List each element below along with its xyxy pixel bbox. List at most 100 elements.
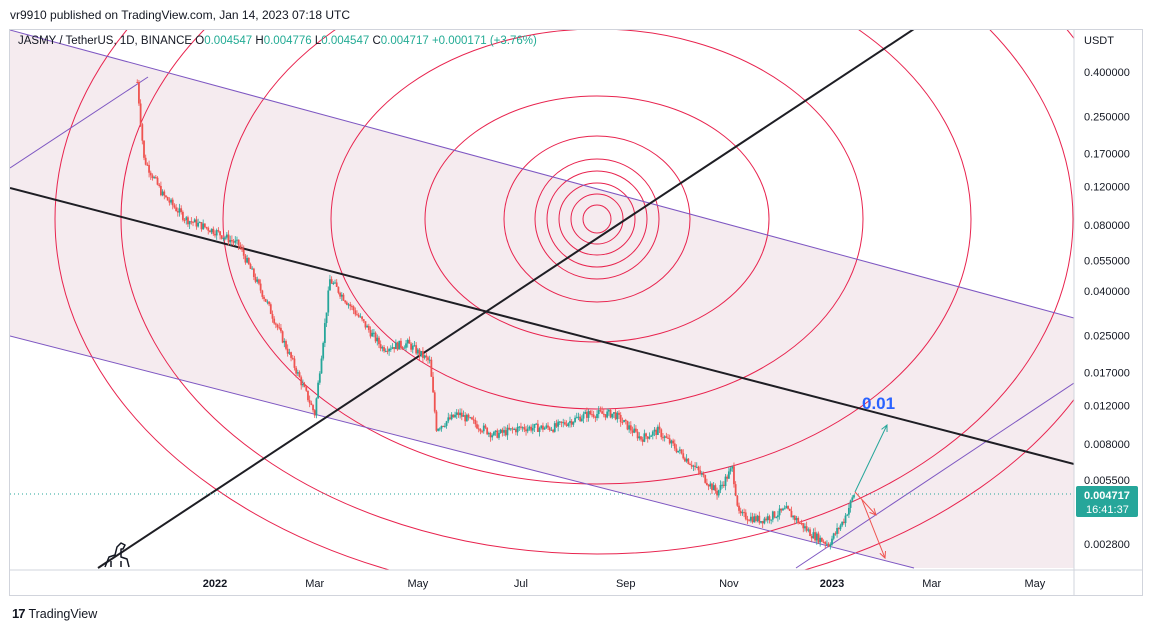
candle-body — [550, 429, 553, 431]
candle-body — [190, 221, 193, 223]
candle-body — [367, 325, 370, 331]
candle-body — [318, 373, 321, 383]
candle-body — [643, 433, 646, 442]
candle-body — [795, 518, 798, 521]
candle-body — [171, 199, 174, 206]
candle-body — [714, 485, 717, 491]
candle-body — [423, 355, 426, 358]
candle-body — [798, 523, 801, 525]
candle-body — [254, 276, 257, 282]
candle-body — [334, 282, 336, 284]
candle-body — [477, 428, 480, 430]
footer-branding[interactable]: 17 TradingView — [12, 606, 97, 621]
candle-body — [749, 516, 752, 521]
candle-body — [340, 294, 343, 297]
candle-body — [437, 428, 440, 431]
candle-body — [465, 414, 468, 422]
candle-body — [146, 164, 149, 166]
price-tick-label: 0.005500 — [1084, 475, 1130, 487]
candle-body — [765, 518, 767, 521]
candle-body — [621, 422, 624, 424]
channel-lower-line[interactable] — [10, 335, 915, 569]
candle-body — [709, 483, 712, 487]
candle-body — [388, 348, 391, 352]
candle-body — [804, 526, 806, 529]
fib-circle — [330, 30, 864, 410]
candle-body — [479, 429, 482, 432]
open-value: 0.004547 — [204, 35, 253, 47]
candle-body — [236, 239, 238, 241]
candle-body — [782, 508, 784, 511]
candle-body — [684, 458, 686, 462]
symbol-name[interactable]: JASMY / TetherUS, 1D, BINANCE — [18, 35, 193, 47]
candle-body — [202, 223, 205, 230]
candle-body — [530, 426, 533, 431]
candle-body — [509, 428, 512, 430]
candle-body — [449, 417, 451, 420]
candle-body — [455, 412, 458, 415]
price-axis-unit: USDT — [1084, 35, 1114, 47]
candle-body — [601, 411, 604, 414]
symbol-legend: JASMY / TetherUS, 1D, BINANCE O0.004547 … — [18, 35, 537, 47]
candle-body — [591, 414, 593, 416]
candle-body — [790, 510, 793, 518]
candle-body — [535, 423, 538, 425]
candle-body — [773, 511, 776, 518]
candle-body — [734, 484, 737, 496]
uptrend-line[interactable] — [97, 29, 915, 569]
candle-body — [716, 490, 718, 496]
price-axis[interactable]: 0.400000 0.250000 0.170000 0.120000 0.080000… — [1084, 67, 1130, 551]
candle-body — [668, 438, 671, 444]
candle-body — [251, 268, 254, 270]
candle-body — [418, 349, 421, 356]
candle-body — [432, 376, 434, 393]
candle-body — [197, 222, 199, 227]
dino-icon[interactable] — [104, 542, 130, 568]
candle-body — [214, 233, 216, 236]
candle-body — [298, 372, 301, 378]
candle-body — [178, 208, 181, 213]
candle-body — [613, 412, 615, 414]
support-line[interactable] — [795, 382, 1074, 569]
candle-body — [389, 348, 392, 350]
candle-body — [636, 431, 639, 439]
candle-body — [673, 443, 676, 449]
candle-body — [163, 191, 166, 196]
candle-body — [303, 383, 306, 387]
candle-body — [406, 339, 409, 344]
price-tick-label: 0.025000 — [1084, 331, 1130, 343]
candle-body — [149, 172, 152, 176]
candle-body — [780, 508, 783, 511]
candle-body — [168, 200, 171, 203]
candle-body — [722, 484, 725, 487]
candle-body — [744, 512, 747, 520]
channel-left-line[interactable] — [10, 76, 149, 169]
candle-body — [602, 413, 605, 415]
candle-body — [656, 426, 659, 435]
candle-body — [379, 344, 382, 349]
downtrend-line[interactable] — [10, 187, 1074, 465]
time-axis[interactable]: 2022 Mar May Jul Sep Nov 2023 Mar May — [203, 578, 1046, 590]
fib-circle — [54, 30, 1074, 570]
candle-body — [672, 440, 675, 444]
candle-body — [394, 342, 397, 350]
fib-circle — [534, 158, 660, 280]
target-annotation: 0.01 — [862, 394, 895, 413]
time-tick-label: May — [1024, 578, 1045, 590]
projection-arrows — [854, 423, 888, 560]
candle-body — [518, 426, 521, 428]
candle-body — [413, 345, 416, 347]
candle-body — [469, 417, 472, 419]
arrow-line — [854, 491, 877, 516]
fib-circle — [546, 170, 648, 268]
candle-body — [481, 431, 483, 433]
candle-body — [760, 521, 762, 523]
candle-body — [242, 249, 245, 256]
candle-body — [675, 448, 678, 453]
candle-body — [820, 537, 823, 542]
channel-upper-line[interactable] — [10, 30, 1074, 319]
candle-body — [435, 411, 438, 431]
candle-body — [570, 421, 573, 425]
price-tick-label: 0.017000 — [1084, 367, 1130, 379]
